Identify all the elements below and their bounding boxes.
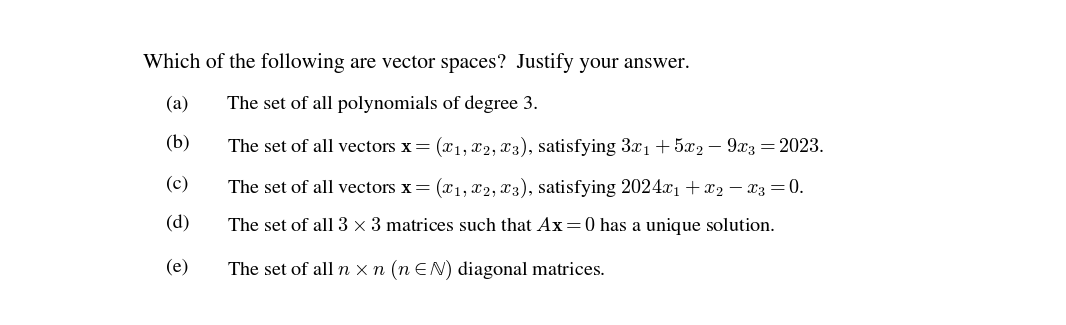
Text: (e): (e) bbox=[166, 258, 189, 275]
Text: The set of all polynomials of degree 3.: The set of all polynomials of degree 3. bbox=[227, 95, 537, 113]
Text: The set of all $n \times n$ $(n \in \mathbb{N})$ diagonal matrices.: The set of all $n \times n$ $(n \in \mat… bbox=[227, 258, 605, 282]
Text: The set of all vectors $\mathbf{x} = (x_1, x_2, x_3)$, satisfying $3x_1 + 5x_2 -: The set of all vectors $\mathbf{x} = (x_… bbox=[227, 135, 824, 160]
Text: The set of all $3 \times 3$ matrices such that $A\mathbf{x} = \mathbf{0}$ has a : The set of all $3 \times 3$ matrices suc… bbox=[227, 215, 775, 238]
Text: (a): (a) bbox=[166, 95, 189, 112]
Text: (b): (b) bbox=[166, 135, 190, 152]
Text: The set of all vectors $\mathbf{x} = (x_1, x_2, x_3)$, satisfying $2024x_1 + x_2: The set of all vectors $\mathbf{x} = (x_… bbox=[227, 176, 804, 200]
Text: Which of the following are vector spaces?  Justify your answer.: Which of the following are vector spaces… bbox=[143, 53, 690, 73]
Text: (d): (d) bbox=[166, 215, 190, 233]
Text: (c): (c) bbox=[166, 176, 189, 192]
